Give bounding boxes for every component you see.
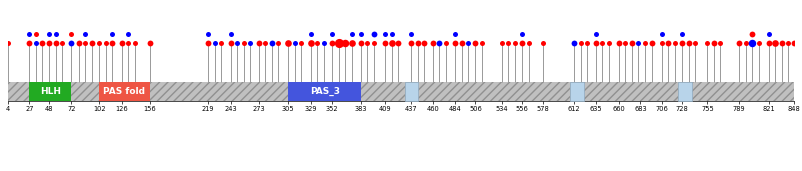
Bar [71, 82, 99, 101]
Bar [30, 82, 71, 101]
Bar [691, 82, 794, 101]
Bar [361, 82, 405, 101]
Bar [8, 82, 30, 101]
Bar [99, 82, 149, 101]
Bar [405, 82, 418, 101]
Text: PAS_3: PAS_3 [310, 87, 339, 96]
Text: HLH: HLH [40, 87, 61, 96]
Bar [8, 82, 794, 101]
Bar [289, 82, 361, 101]
Text: PAS fold: PAS fold [103, 87, 145, 96]
Bar [149, 82, 289, 101]
Bar [569, 82, 584, 101]
Bar [418, 82, 569, 101]
Bar [584, 82, 678, 101]
Bar [678, 82, 691, 101]
